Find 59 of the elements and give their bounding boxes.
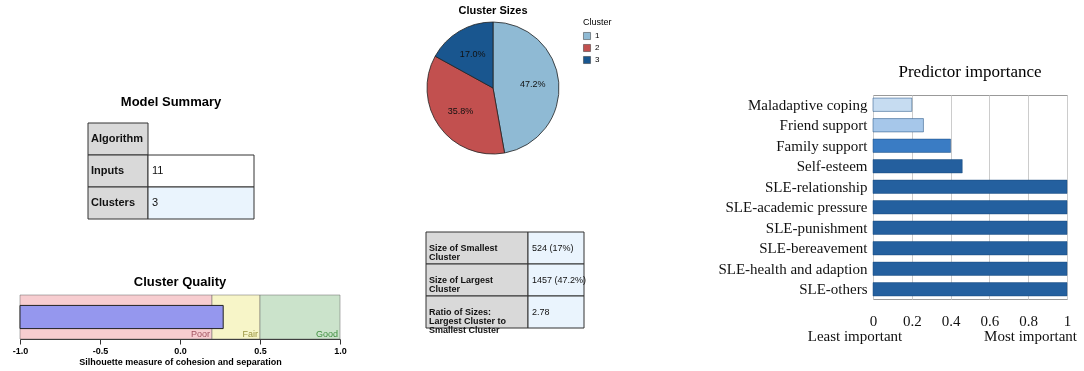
bar <box>872 97 913 112</box>
bar <box>872 118 924 133</box>
x-axis-title: Silhouette measure of cohesion and separation <box>79 356 282 367</box>
text: 1457 (47.2%) <box>532 275 587 285</box>
y-tick-label: SLE-relationship <box>765 178 868 195</box>
text: 2.78 <box>532 307 550 317</box>
data-label: 35.8% <box>447 106 474 117</box>
y-tick-label: Maladaptive coping <box>747 96 868 113</box>
y-tick-label: SLE-punishment <box>765 219 869 236</box>
y-tick-label: SLE-academic pressure <box>725 199 868 216</box>
text: 11 <box>152 164 164 176</box>
category-label: Size of Smallest Cluster <box>429 243 498 262</box>
x-tick-label: -0.5 <box>92 345 109 356</box>
band-label: Fair <box>242 329 258 339</box>
bar <box>872 261 1068 276</box>
chart-title: Cluster Quality <box>133 273 227 289</box>
data-label: 17.0% <box>459 48 486 59</box>
chart-title: Cluster Sizes <box>458 4 528 16</box>
y-tick-label: Friend support <box>779 117 869 134</box>
category-label: Ratio of Sizes: Largest Cluster to Smallest Cluster <box>429 307 507 335</box>
bar <box>872 159 963 174</box>
x-tick-label: 0.0 <box>174 345 187 356</box>
text: 524 (17%) <box>532 243 574 253</box>
bar <box>872 179 1068 194</box>
x-tick-label: 1.0 <box>334 345 347 356</box>
bar <box>872 241 1068 256</box>
x-tick-label: 1 <box>1063 312 1072 329</box>
bar <box>872 200 1068 215</box>
band-label: Good <box>315 329 338 339</box>
x-tick-label: 0.4 <box>941 312 961 329</box>
x-tick-label: 0.2 <box>902 312 922 329</box>
legend-label: 2 <box>595 43 600 52</box>
category-label: Inputs <box>91 164 124 176</box>
x-tick-label: 0.5 <box>254 345 267 356</box>
category-label: Size of Largest Cluster <box>429 275 494 294</box>
bar <box>872 282 1068 297</box>
category-label: Clusters <box>91 196 136 208</box>
text: Most important <box>984 328 1078 344</box>
data-label: 47.2% <box>520 79 546 90</box>
text: Model Summary <box>120 93 222 109</box>
y-tick-label: SLE-others <box>799 281 868 298</box>
y-tick-label: Self-esteem <box>796 158 868 175</box>
band-label: Poor <box>190 329 210 339</box>
bar <box>872 220 1068 235</box>
x-tick-label: 0 <box>869 312 878 329</box>
x-tick-label: 0.8 <box>1019 312 1039 329</box>
text: 3 <box>152 196 159 208</box>
legend-title: Cluster <box>583 17 612 27</box>
y-tick-label: Family support <box>776 137 869 154</box>
bar <box>872 138 951 153</box>
y-tick-label: SLE-health and adaption <box>718 260 868 277</box>
y-tick-label: SLE-bereavement <box>759 240 869 257</box>
chart-title: Predictor importance <box>898 62 1042 81</box>
category-label: Algorithm <box>91 132 144 144</box>
x-tick-label: 0.6 <box>980 312 1000 329</box>
text: Least important <box>807 328 904 344</box>
legend-label: 3 <box>595 55 600 64</box>
x-tick-label: -1.0 <box>12 345 29 356</box>
legend-label: 1 <box>595 31 600 40</box>
